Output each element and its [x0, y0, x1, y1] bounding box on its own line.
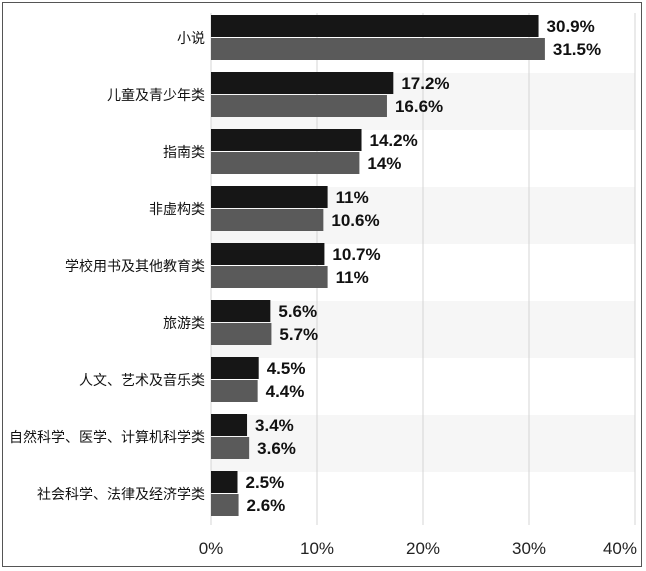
value-label: 3.4% [255, 416, 294, 435]
value-label: 4.5% [267, 359, 306, 378]
bar [211, 414, 248, 436]
value-label: 3.6% [257, 439, 296, 458]
value-label: 2.5% [246, 473, 285, 492]
bar [211, 129, 362, 151]
value-label: 10.7% [332, 245, 380, 264]
value-label: 31.5% [553, 40, 601, 59]
bar-chart: 小说儿童及青少年类指南类非虚构类学校用书及其他教育类旅游类人文、艺术及音乐类自然… [9, 13, 637, 558]
value-label: 30.9% [547, 17, 595, 36]
bar [211, 323, 272, 345]
bar [211, 380, 258, 402]
bar [211, 494, 239, 516]
category-label: 非虚构类 [149, 202, 205, 218]
bar [211, 95, 387, 117]
value-label: 11% [336, 188, 369, 207]
bar [211, 72, 394, 94]
category-label: 旅游类 [163, 316, 205, 332]
tick-label: 0% [199, 539, 224, 558]
bar [211, 437, 250, 459]
value-label: 2.6% [247, 496, 286, 515]
category-label: 学校用书及其他教育类 [65, 258, 205, 275]
category-label: 社会科学、法律及经济学类 [37, 487, 205, 503]
tick-label: 30% [512, 539, 546, 558]
value-label: 5.6% [278, 302, 317, 321]
bar [211, 357, 259, 379]
value-label: 11% [336, 268, 369, 287]
bar [211, 471, 238, 493]
bar [211, 243, 325, 265]
bar [211, 209, 324, 231]
value-label: 10.6% [331, 211, 379, 230]
category-label: 指南类 [163, 145, 205, 161]
category-label: 儿童及青少年类 [107, 87, 205, 104]
value-label: 16.6% [395, 97, 443, 116]
tick-label: 10% [300, 539, 334, 558]
category-label: 自然科学、医学、计算机科学类 [9, 429, 205, 446]
bar [211, 152, 360, 174]
category-label: 人文、艺术及音乐类 [79, 372, 205, 389]
tick-label: 40% [603, 539, 637, 558]
value-label: 14% [367, 154, 401, 173]
tick-label: 20% [406, 539, 440, 558]
value-label: 5.7% [279, 325, 318, 344]
bar [211, 15, 539, 37]
bar [211, 38, 545, 60]
x-axis-tick-labels: 0% 10% 20% 30% 40% [199, 539, 637, 558]
category-label: 小说 [177, 31, 205, 47]
bar [211, 186, 328, 208]
value-labels: 30.9% 31.5% 17.2% 16.6% 14.2% 14% 11% 10.6% 10.7… [246, 17, 602, 515]
value-label: 17.2% [401, 74, 449, 93]
bars [211, 15, 545, 516]
bar [211, 266, 328, 288]
bar [211, 300, 271, 322]
category-labels: 小说儿童及青少年类指南类非虚构类学校用书及其他教育类旅游类人文、艺术及音乐类自然… [9, 31, 205, 503]
value-label: 14.2% [370, 131, 418, 150]
value-label: 4.4% [266, 382, 305, 401]
